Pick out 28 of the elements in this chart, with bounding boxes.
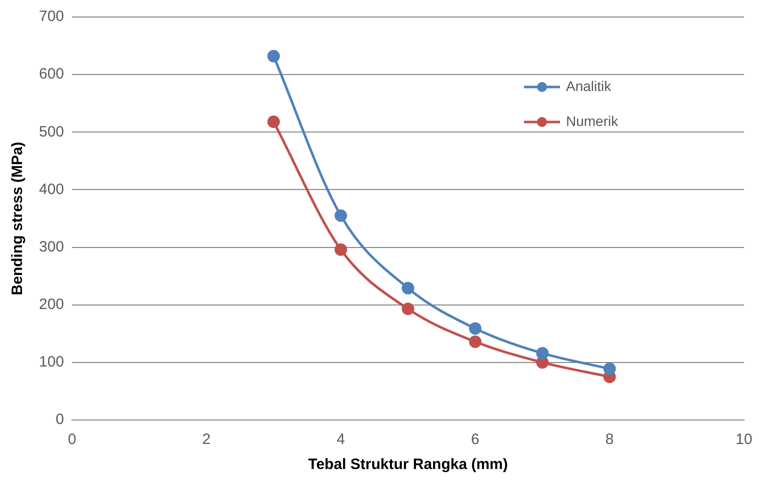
- x-tick-label: 6: [471, 431, 480, 448]
- y-tick-label: 100: [38, 354, 64, 371]
- y-tick-label: 200: [38, 296, 64, 313]
- y-tick-label: 600: [38, 66, 64, 83]
- y-tick-label: 300: [38, 238, 64, 256]
- y-axis-title: Bending stress (MPa): [9, 142, 26, 296]
- x-tick-label: 0: [68, 431, 76, 448]
- point: [402, 282, 414, 294]
- x-tick-label: 4: [336, 431, 345, 448]
- y-tick-label: 500: [38, 123, 64, 140]
- point: [468, 335, 482, 348]
- x-axis-title: Tebal Struktur Rangka (mm): [308, 456, 508, 474]
- point: [402, 302, 414, 316]
- point: [536, 346, 549, 360]
- legend-label: Numerik: [566, 112, 620, 129]
- x-tick-label: 10: [736, 431, 752, 448]
- point: [468, 322, 482, 335]
- point: [334, 209, 348, 222]
- x-tick-label: 2: [202, 431, 211, 448]
- point: [334, 243, 348, 256]
- point: [267, 116, 280, 128]
- x-tick-label: 8: [605, 431, 614, 448]
- y-tick-label: 400: [38, 180, 64, 198]
- legend-label: Analitik: [566, 78, 612, 94]
- point: [603, 362, 616, 376]
- point: [267, 50, 280, 62]
- y-tick-label: 0: [56, 411, 64, 428]
- y-tick-label: 700: [38, 8, 64, 26]
